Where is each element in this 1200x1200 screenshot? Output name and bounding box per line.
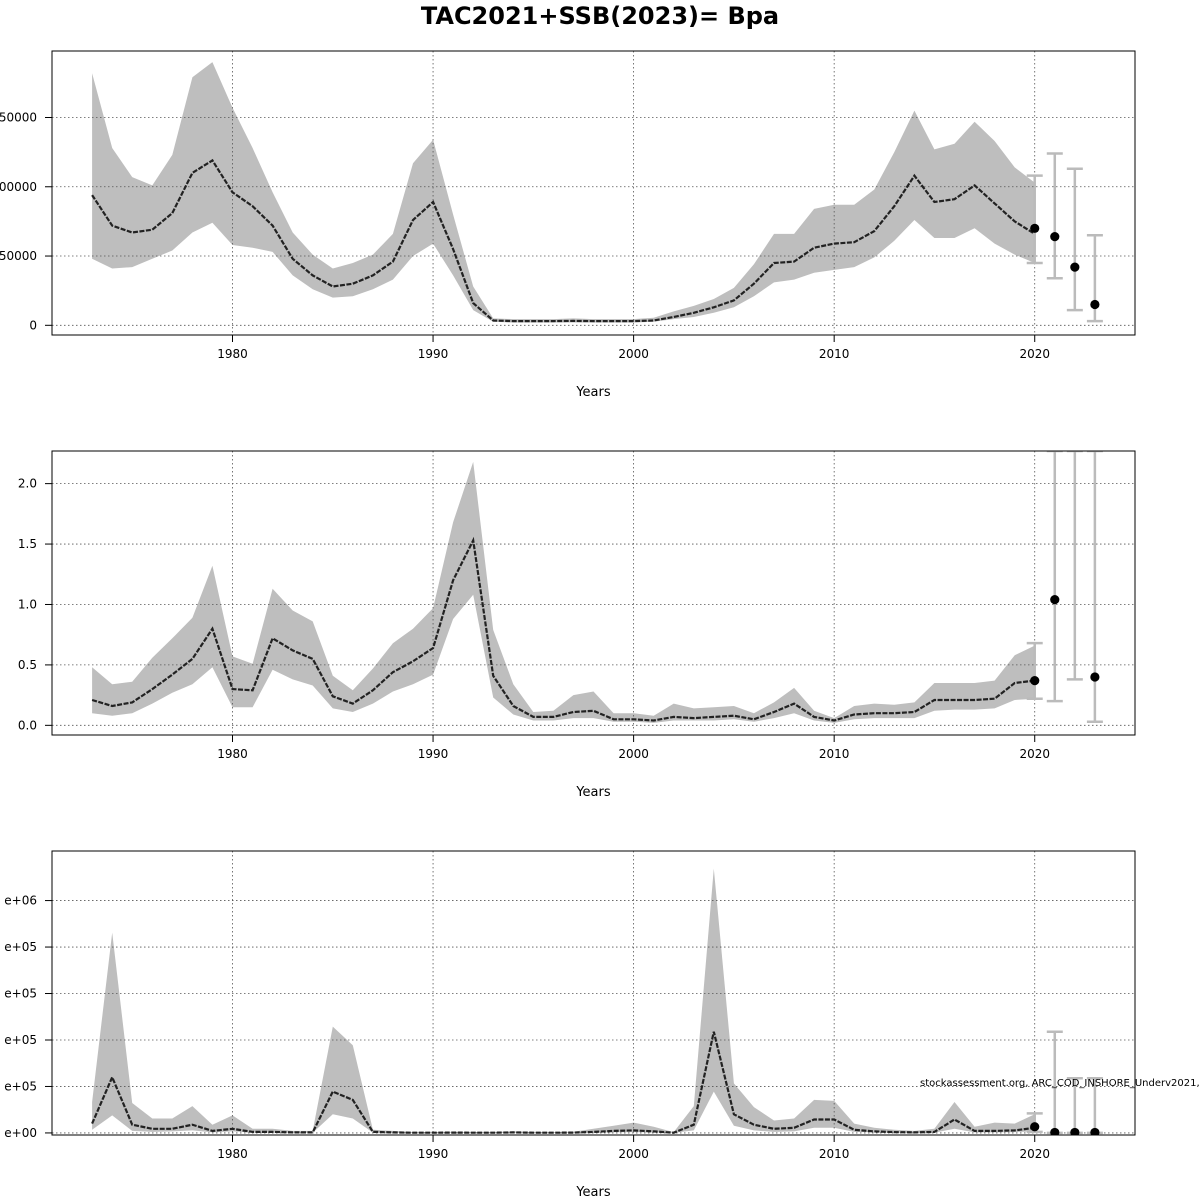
x-axis-title: Years bbox=[575, 785, 611, 800]
plot-frame bbox=[51, 850, 1136, 1136]
panel-2: 1980 1990 2000 2010 2020 0.0 0.5 1.0 1.5 2.0 Years bbox=[18, 450, 1136, 800]
x-tick-label: 2000 bbox=[618, 747, 649, 761]
confidence-band bbox=[92, 461, 1035, 723]
y-tick-label: 1.5 bbox=[18, 537, 37, 551]
y-tick-label: 0 bbox=[29, 318, 37, 332]
plot-frame bbox=[51, 50, 1136, 336]
panel-3: 1980 1990 2000 2010 2020 e+00 e+05 e+05 e+05 e+05… bbox=[4, 850, 1136, 1200]
y-tick-label: e+06 bbox=[4, 894, 37, 908]
x-tick-label: 2010 bbox=[819, 1147, 850, 1161]
x-tick-label: 2020 bbox=[1019, 747, 1050, 761]
forecast-point bbox=[1030, 1122, 1040, 1132]
plot-frame bbox=[51, 450, 1136, 736]
x-tick-label: 2000 bbox=[618, 1147, 649, 1161]
y-tick-label: e+05 bbox=[4, 987, 37, 1001]
y-tick-label: 1.0 bbox=[18, 597, 37, 611]
forecast-point bbox=[1090, 672, 1100, 682]
y-tick-label: 100000 bbox=[0, 180, 37, 194]
x-axis-title: Years bbox=[575, 385, 611, 400]
watermark-text: stockassessment.org, ARC_COD_INSHORE_Und… bbox=[920, 1078, 1200, 1089]
x-axis-title: Years bbox=[575, 1185, 611, 1200]
plot-area bbox=[52, 451, 1135, 735]
chart-title: TAC2021+SSB(2023)= Bpa bbox=[420, 2, 780, 30]
estimate-line bbox=[91, 536, 1035, 722]
x-tick-label: 2010 bbox=[819, 347, 850, 361]
estimate-line bbox=[91, 158, 1036, 323]
y-tick-label: e+05 bbox=[4, 1079, 37, 1093]
y-tick-label: 50000 bbox=[0, 249, 37, 263]
x-tick-label: 2000 bbox=[618, 347, 649, 361]
y-tick-label: 0.0 bbox=[18, 718, 37, 732]
forecast-point bbox=[1090, 299, 1100, 310]
x-tick-label: 1990 bbox=[418, 347, 449, 361]
y-tick-label: e+00 bbox=[4, 1126, 37, 1140]
y-tick-label: e+05 bbox=[4, 1033, 37, 1047]
y-tick-label: 150000 bbox=[0, 110, 37, 124]
panel-1: 1980 1990 2000 2010 2020 0 50000 100000 150000 Ye… bbox=[0, 50, 1136, 400]
x-tick-label: 2010 bbox=[819, 747, 850, 761]
forecast-point bbox=[1050, 232, 1060, 242]
x-tick-label: 1990 bbox=[418, 1147, 449, 1161]
forecast-point bbox=[1050, 595, 1060, 605]
plot-area bbox=[52, 851, 1135, 1135]
x-tick-label: 1990 bbox=[418, 747, 449, 761]
x-tick-label: 1980 bbox=[217, 1147, 248, 1161]
x-tick-label: 2020 bbox=[1019, 1147, 1050, 1161]
confidence-band bbox=[92, 868, 1035, 1133]
y-tick-label: 2.0 bbox=[18, 477, 37, 491]
estimate-line bbox=[91, 1031, 1035, 1134]
forecast-point bbox=[1070, 1127, 1080, 1135]
y-tick-label: 0.5 bbox=[18, 658, 37, 672]
forecast-point bbox=[1090, 1127, 1100, 1135]
forecast-point bbox=[1050, 1127, 1060, 1135]
x-tick-label: 2020 bbox=[1019, 347, 1050, 361]
forecast-point bbox=[1030, 223, 1040, 233]
forecast-point bbox=[1030, 676, 1040, 686]
x-tick-label: 1980 bbox=[217, 347, 248, 361]
forecast-point bbox=[1070, 262, 1080, 272]
plot-area bbox=[52, 51, 1135, 335]
y-tick-label: e+05 bbox=[4, 940, 37, 954]
x-tick-label: 1980 bbox=[217, 747, 248, 761]
